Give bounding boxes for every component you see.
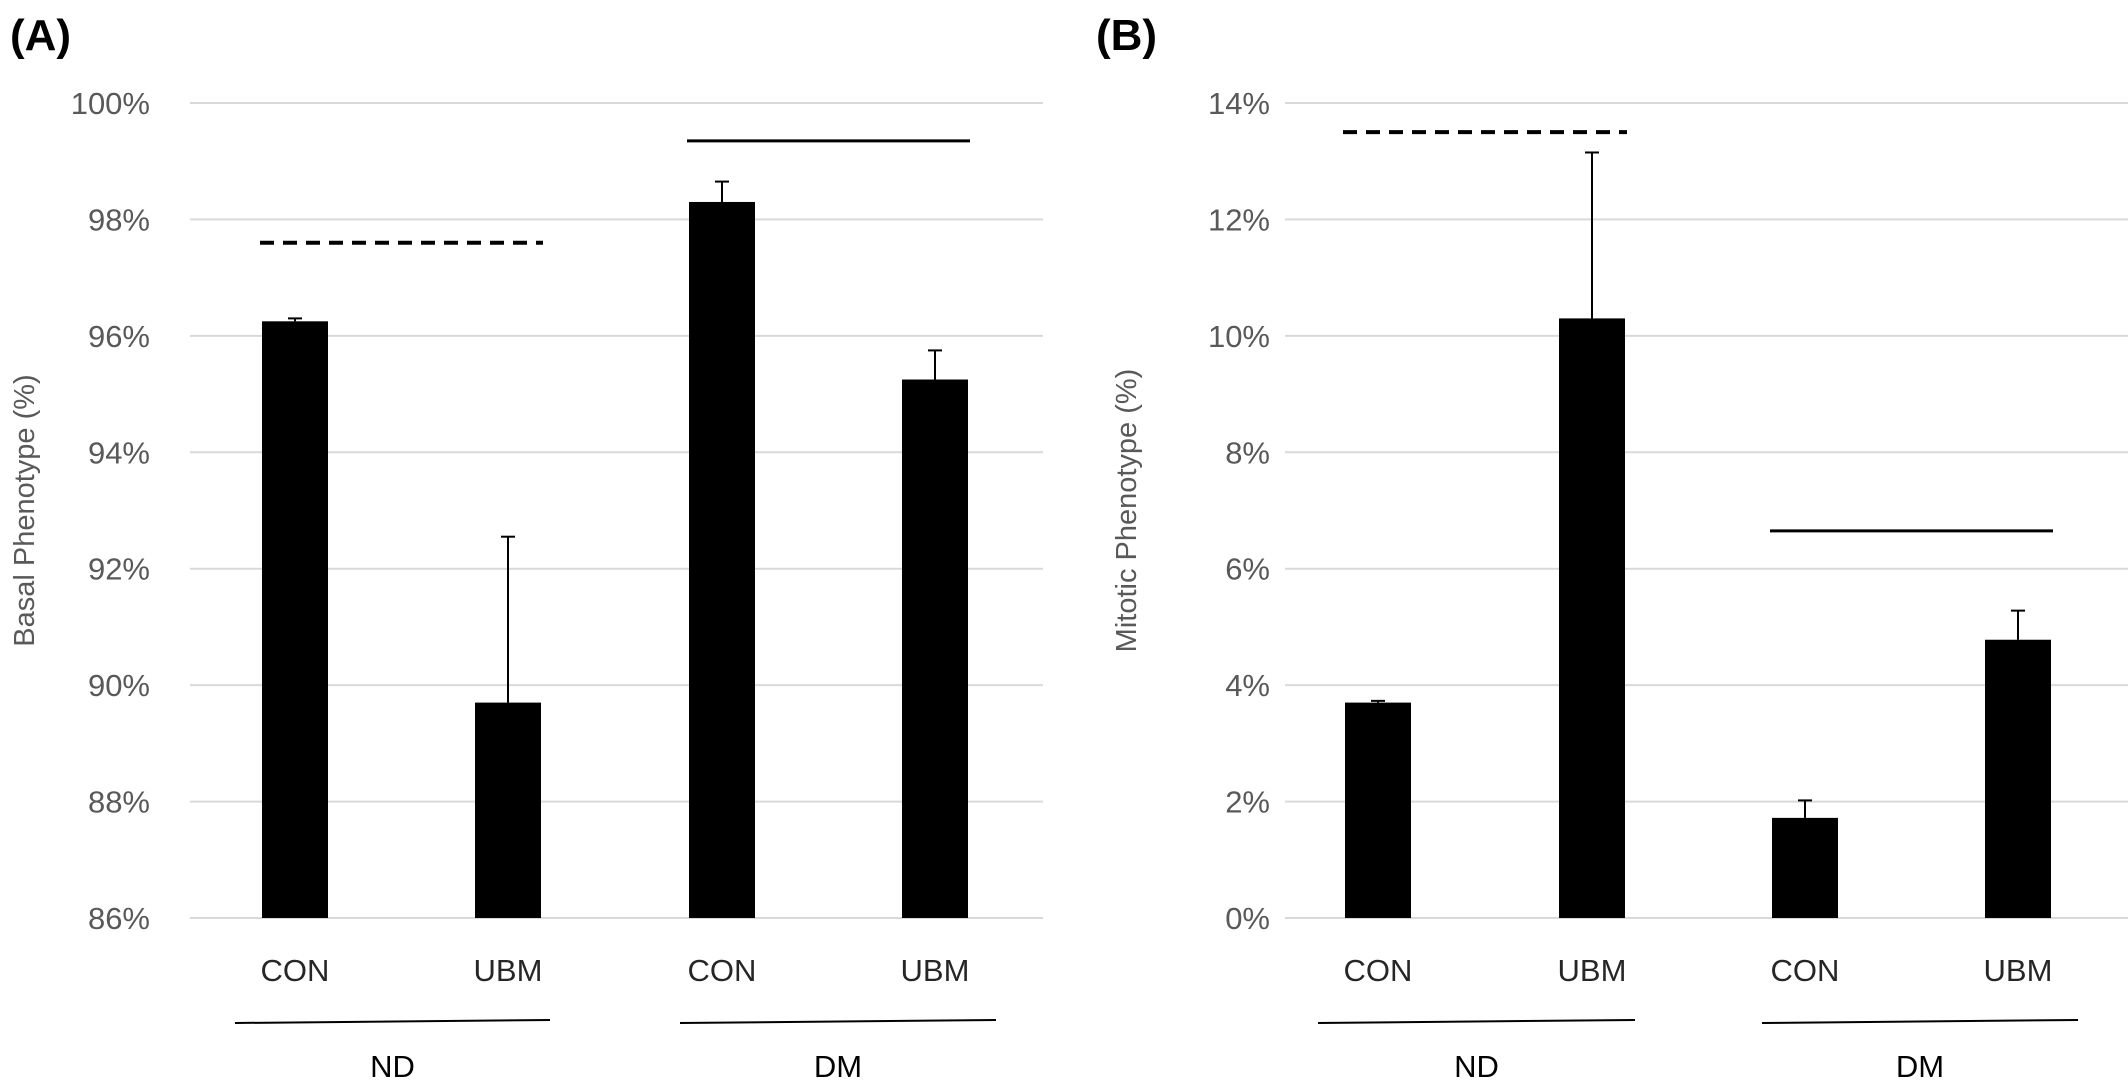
bar	[1985, 639, 2051, 918]
y-tick-label: 10%	[1208, 319, 1270, 354]
y-tick-label: 98%	[88, 202, 150, 237]
x-category-label: UBM	[474, 953, 543, 988]
y-tick-label: 2%	[1225, 785, 1270, 820]
y-axis-title: Basal Phenotype (%)	[9, 374, 41, 646]
y-axis-title: Mitotic Phenotype (%)	[1111, 369, 1143, 653]
bar	[902, 379, 968, 919]
panel-letter: (B)	[1096, 11, 1157, 60]
bar	[1345, 702, 1411, 918]
y-tick-label: 4%	[1225, 668, 1270, 703]
y-tick-label: 12%	[1208, 202, 1270, 237]
y-tick-label: 100%	[71, 86, 150, 121]
x-category-label: CON	[1771, 953, 1840, 988]
group-label: DM	[814, 1049, 862, 1084]
bar	[1559, 318, 1625, 919]
group-label: ND	[1454, 1049, 1499, 1084]
y-tick-label: 90%	[88, 668, 150, 703]
y-tick-label: 0%	[1225, 901, 1270, 936]
group-underline	[679, 1019, 997, 1024]
x-category-label: CON	[1344, 953, 1413, 988]
bar	[689, 201, 755, 918]
group-label: DM	[1896, 1049, 1944, 1084]
y-tick-label: 14%	[1208, 86, 1270, 121]
x-category-label: UBM	[901, 953, 970, 988]
y-tick-label: 94%	[88, 435, 150, 470]
panel-letter: (A)	[10, 11, 71, 60]
y-tick-label: 96%	[88, 319, 150, 354]
y-tick-label: 92%	[88, 552, 150, 587]
bar	[475, 702, 541, 918]
y-tick-label: 88%	[88, 785, 150, 820]
group-underline	[1317, 1019, 1636, 1024]
group-underline	[1761, 1019, 2079, 1024]
y-tick-label: 6%	[1225, 552, 1270, 587]
bar	[1772, 817, 1838, 918]
x-category-label: CON	[261, 953, 330, 988]
y-tick-label: 8%	[1225, 435, 1270, 470]
y-tick-label: 86%	[88, 901, 150, 936]
x-category-label: CON	[688, 953, 757, 988]
x-category-label: UBM	[1558, 953, 1627, 988]
x-category-label: UBM	[1984, 953, 2053, 988]
bar	[262, 321, 328, 918]
group-label: ND	[370, 1049, 415, 1084]
group-underline	[234, 1019, 551, 1024]
